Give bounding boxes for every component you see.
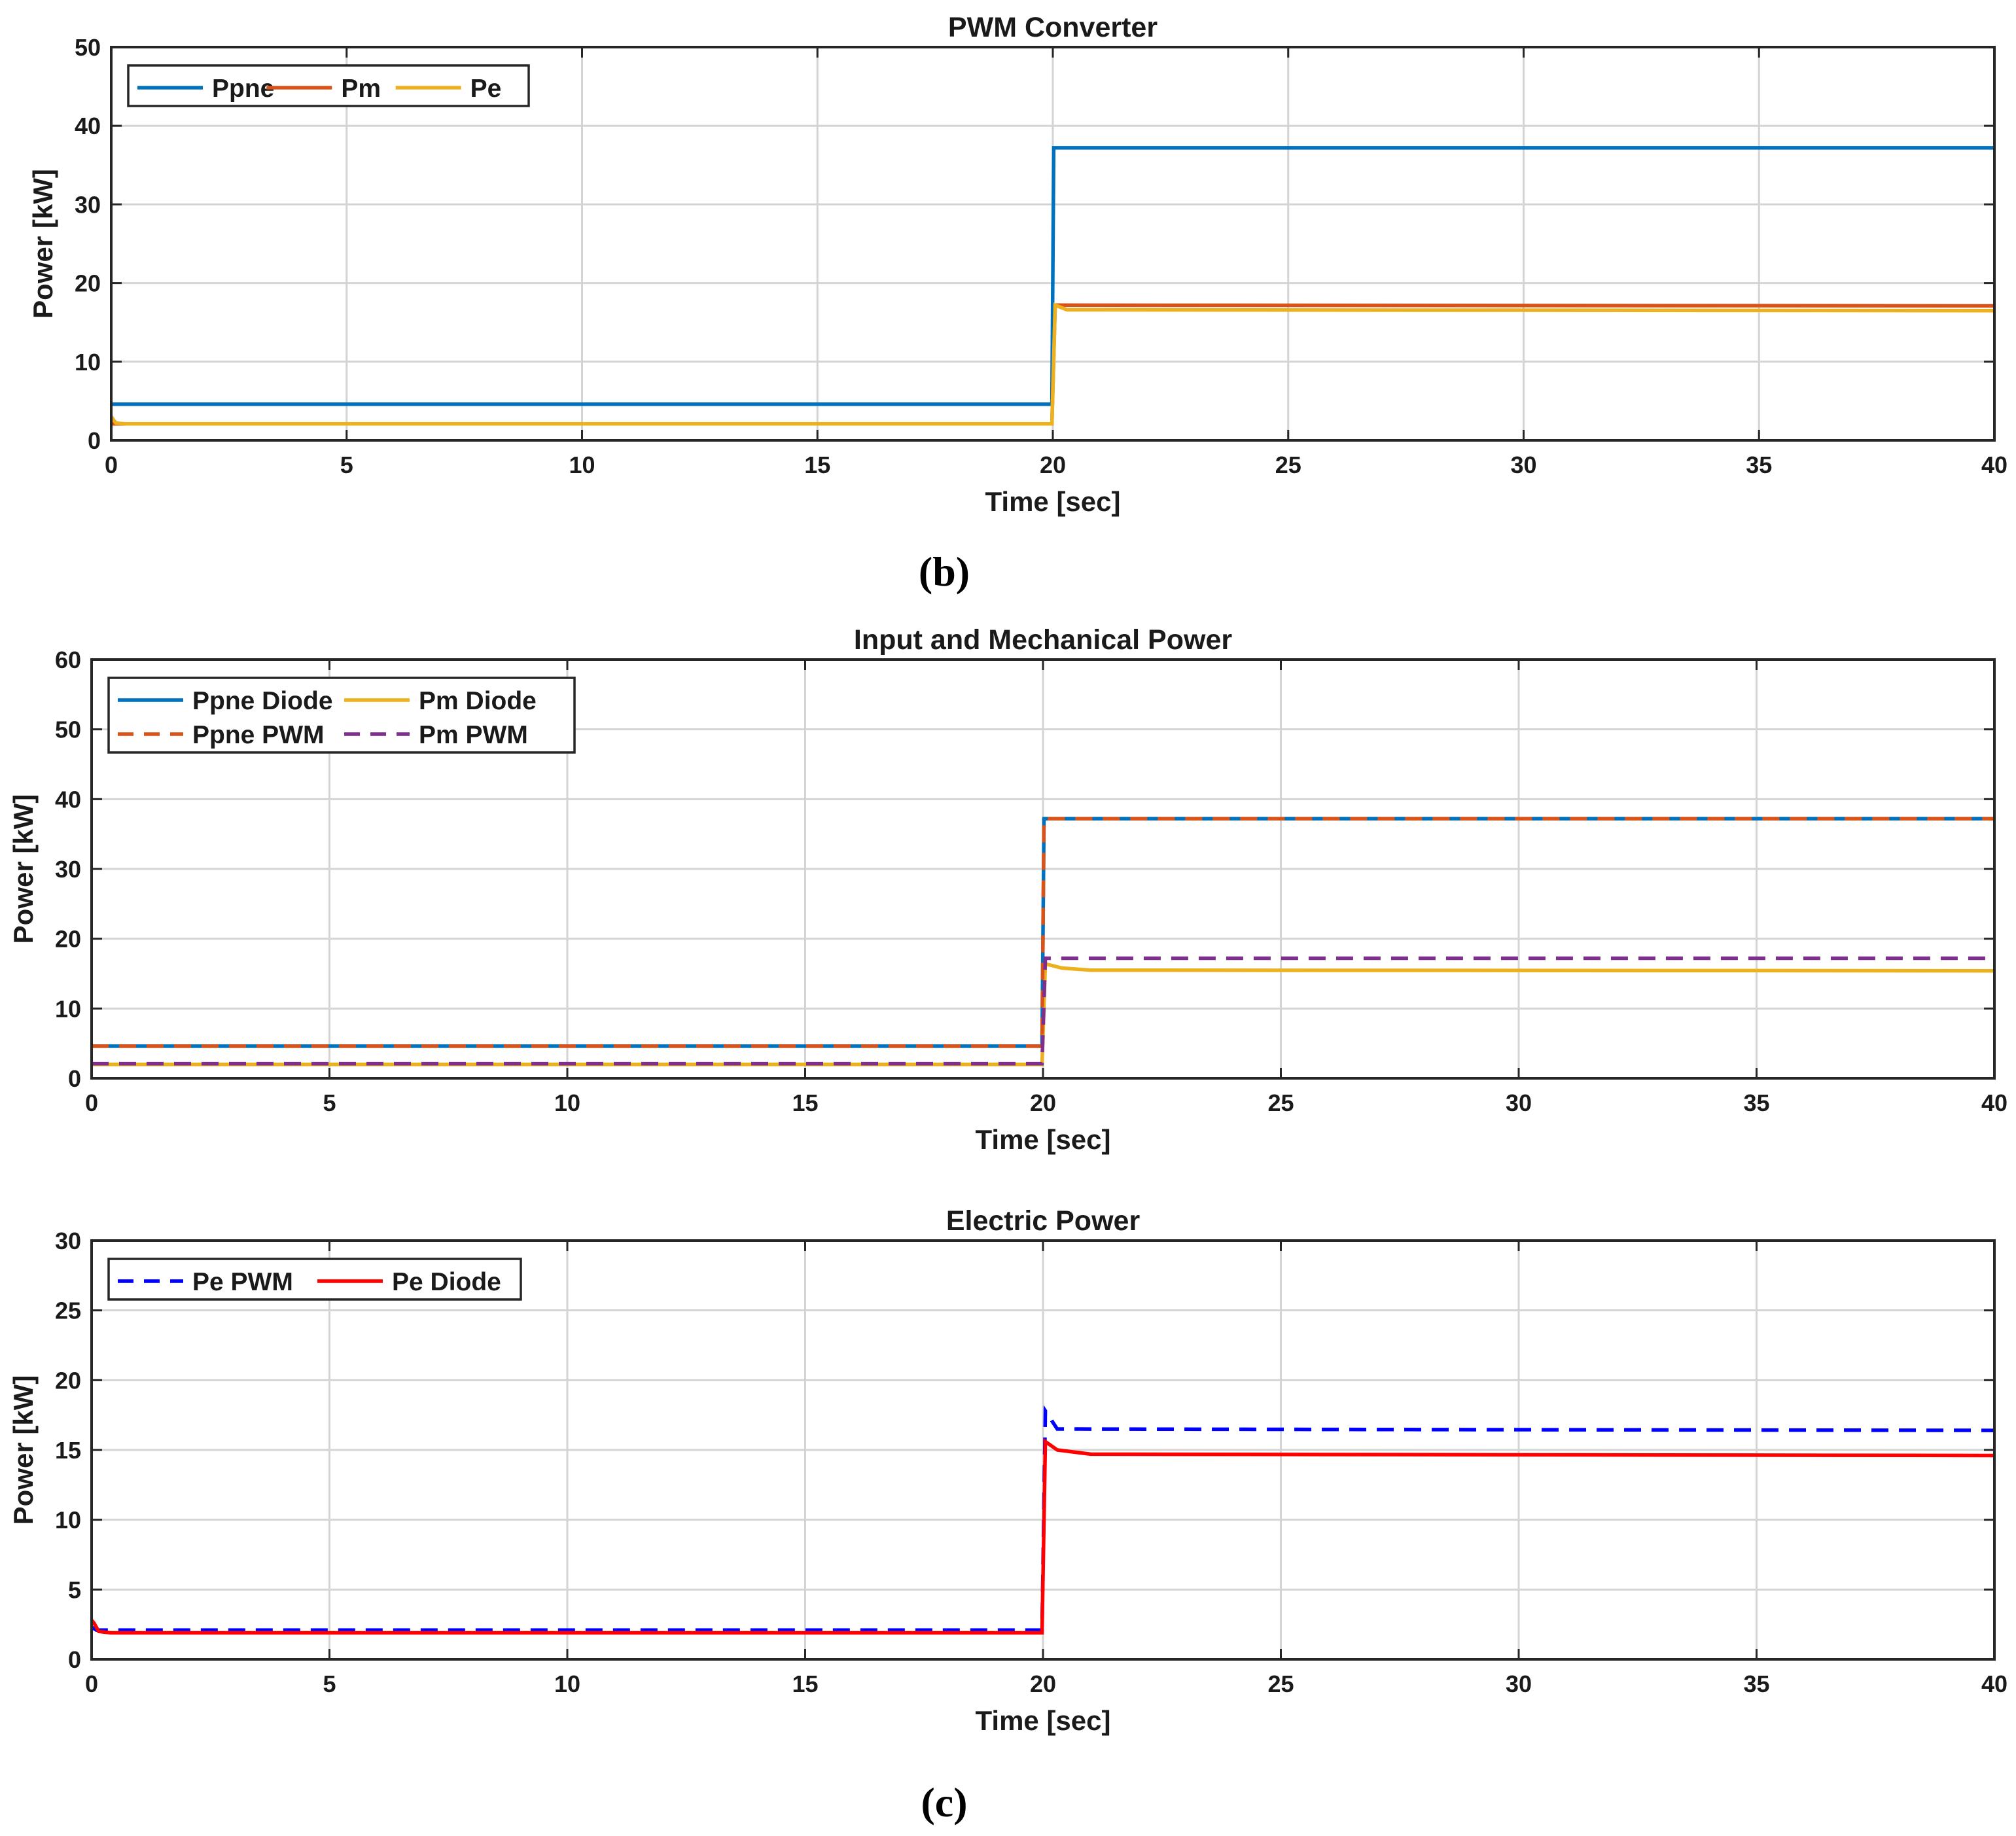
series-line-ppne xyxy=(111,146,1994,406)
legend: Ppne Diode Pm Diode Ppne PWM Pm PWM xyxy=(107,677,576,754)
y-tick-label: 15 xyxy=(55,1437,81,1464)
legend: Pe PWM Pe Diode xyxy=(107,1258,522,1301)
x-tick-label: 5 xyxy=(323,1089,336,1116)
caption-b: (b) xyxy=(919,548,970,595)
series-line-pm-pwm xyxy=(92,956,1994,1066)
y-tick-label: 5 xyxy=(68,1576,81,1603)
legend-entry: Pm PWM xyxy=(419,721,528,749)
y-tick-label: 20 xyxy=(55,926,81,953)
legend-entry: Pm Diode xyxy=(419,687,537,715)
y-tick-label: 20 xyxy=(55,1367,81,1394)
legend-entry: Ppne xyxy=(212,75,274,103)
y-tick-label: 10 xyxy=(55,1507,81,1534)
x-tick-label: 30 xyxy=(1510,451,1536,478)
chart-input-mechanical-power: 0 5 10 15 20 25 30 35 40 0 10 20 30 40 50 60 Input and M… xyxy=(8,624,2007,1155)
x-tick-label: 15 xyxy=(792,1670,818,1697)
y-tick-label: 50 xyxy=(75,34,101,61)
x-tick-label: 5 xyxy=(340,451,353,478)
y-tick-label: 50 xyxy=(55,716,81,743)
y-axis-label: Power [kW] xyxy=(27,169,58,319)
chart-pwm-converter: 0 5 10 15 20 25 30 35 40 0 10 20 30 40 50 PWM Converter… xyxy=(27,12,2007,517)
x-tick-label: 35 xyxy=(1743,1089,1769,1116)
x-tick-label: 0 xyxy=(85,1670,98,1697)
x-tick-label: 10 xyxy=(554,1670,580,1697)
series-line-pm-diode xyxy=(92,961,1995,1067)
x-tick-label: 5 xyxy=(323,1670,336,1697)
x-tick-label: 40 xyxy=(1981,1089,2007,1116)
x-tick-label: 0 xyxy=(85,1089,98,1116)
legend-entry: Pm xyxy=(341,75,381,103)
legend: Ppne Pm Pe xyxy=(127,64,530,107)
x-tick-label: 40 xyxy=(1981,451,2007,478)
y-tick-label: 10 xyxy=(75,349,101,376)
legend-box xyxy=(127,64,530,107)
x-tick-label: 25 xyxy=(1267,1089,1294,1116)
x-tick-label: 15 xyxy=(792,1089,818,1116)
y-tick-label: 30 xyxy=(75,191,101,218)
y-tick-label: 0 xyxy=(68,1065,81,1092)
x-tick-label: 25 xyxy=(1275,451,1301,478)
x-tick-label: 20 xyxy=(1030,1670,1056,1697)
y-tick-label: 30 xyxy=(55,1227,81,1254)
y-axis-label: Power [kW] xyxy=(8,794,39,944)
x-axis-label: Time [sec] xyxy=(976,1124,1111,1155)
x-tick-label: 20 xyxy=(1030,1089,1056,1116)
chart-title: PWM Converter xyxy=(948,12,1158,43)
x-tick-label: 40 xyxy=(1981,1670,2007,1697)
y-tick-label: 60 xyxy=(55,646,81,673)
series-line-pe-diode xyxy=(90,1438,1995,1635)
legend-box xyxy=(107,1258,522,1301)
y-tick-label: 30 xyxy=(55,856,81,883)
series-line-pe xyxy=(109,302,1995,426)
legend-entry: Pe xyxy=(470,75,502,103)
y-tick-label: 25 xyxy=(55,1298,81,1324)
y-tick-label: 0 xyxy=(88,427,101,454)
x-tick-label: 30 xyxy=(1506,1089,1532,1116)
x-axis-label: Time [sec] xyxy=(976,1705,1111,1736)
legend-entry: Ppne Diode xyxy=(192,687,333,715)
x-tick-label: 30 xyxy=(1506,1670,1532,1697)
y-tick-label: 40 xyxy=(55,786,81,813)
caption-c: (c) xyxy=(921,1779,967,1826)
x-tick-label: 20 xyxy=(1040,451,1066,478)
y-axis-label: Power [kW] xyxy=(8,1375,39,1525)
y-tick-label: 10 xyxy=(55,995,81,1022)
x-tick-label: 15 xyxy=(804,451,830,478)
x-tick-label: 35 xyxy=(1743,1670,1769,1697)
x-tick-label: 10 xyxy=(569,451,595,478)
legend-box xyxy=(107,677,576,754)
x-tick-label: 10 xyxy=(554,1089,580,1116)
legend-entry: Ppne PWM xyxy=(192,721,325,749)
legend-entry: Pe PWM xyxy=(192,1268,293,1296)
legend-entry: Pe Diode xyxy=(392,1268,501,1296)
y-tick-label: 40 xyxy=(75,113,101,139)
y-tick-label: 20 xyxy=(75,270,101,297)
chart-electric-power: 0 5 10 15 20 25 30 35 40 0 5 10 15 20 25 30 Electric Pow… xyxy=(8,1205,2007,1736)
chart-title: Input and Mechanical Power xyxy=(854,624,1232,656)
x-axis-label: Time [sec] xyxy=(985,486,1121,517)
chart-title: Electric Power xyxy=(946,1205,1141,1237)
x-tick-label: 35 xyxy=(1746,451,1772,478)
series-line-ppne-pwm xyxy=(92,817,1994,1048)
x-tick-label: 0 xyxy=(105,451,118,478)
x-tick-label: 25 xyxy=(1267,1670,1294,1697)
y-tick-label: 0 xyxy=(68,1646,81,1673)
